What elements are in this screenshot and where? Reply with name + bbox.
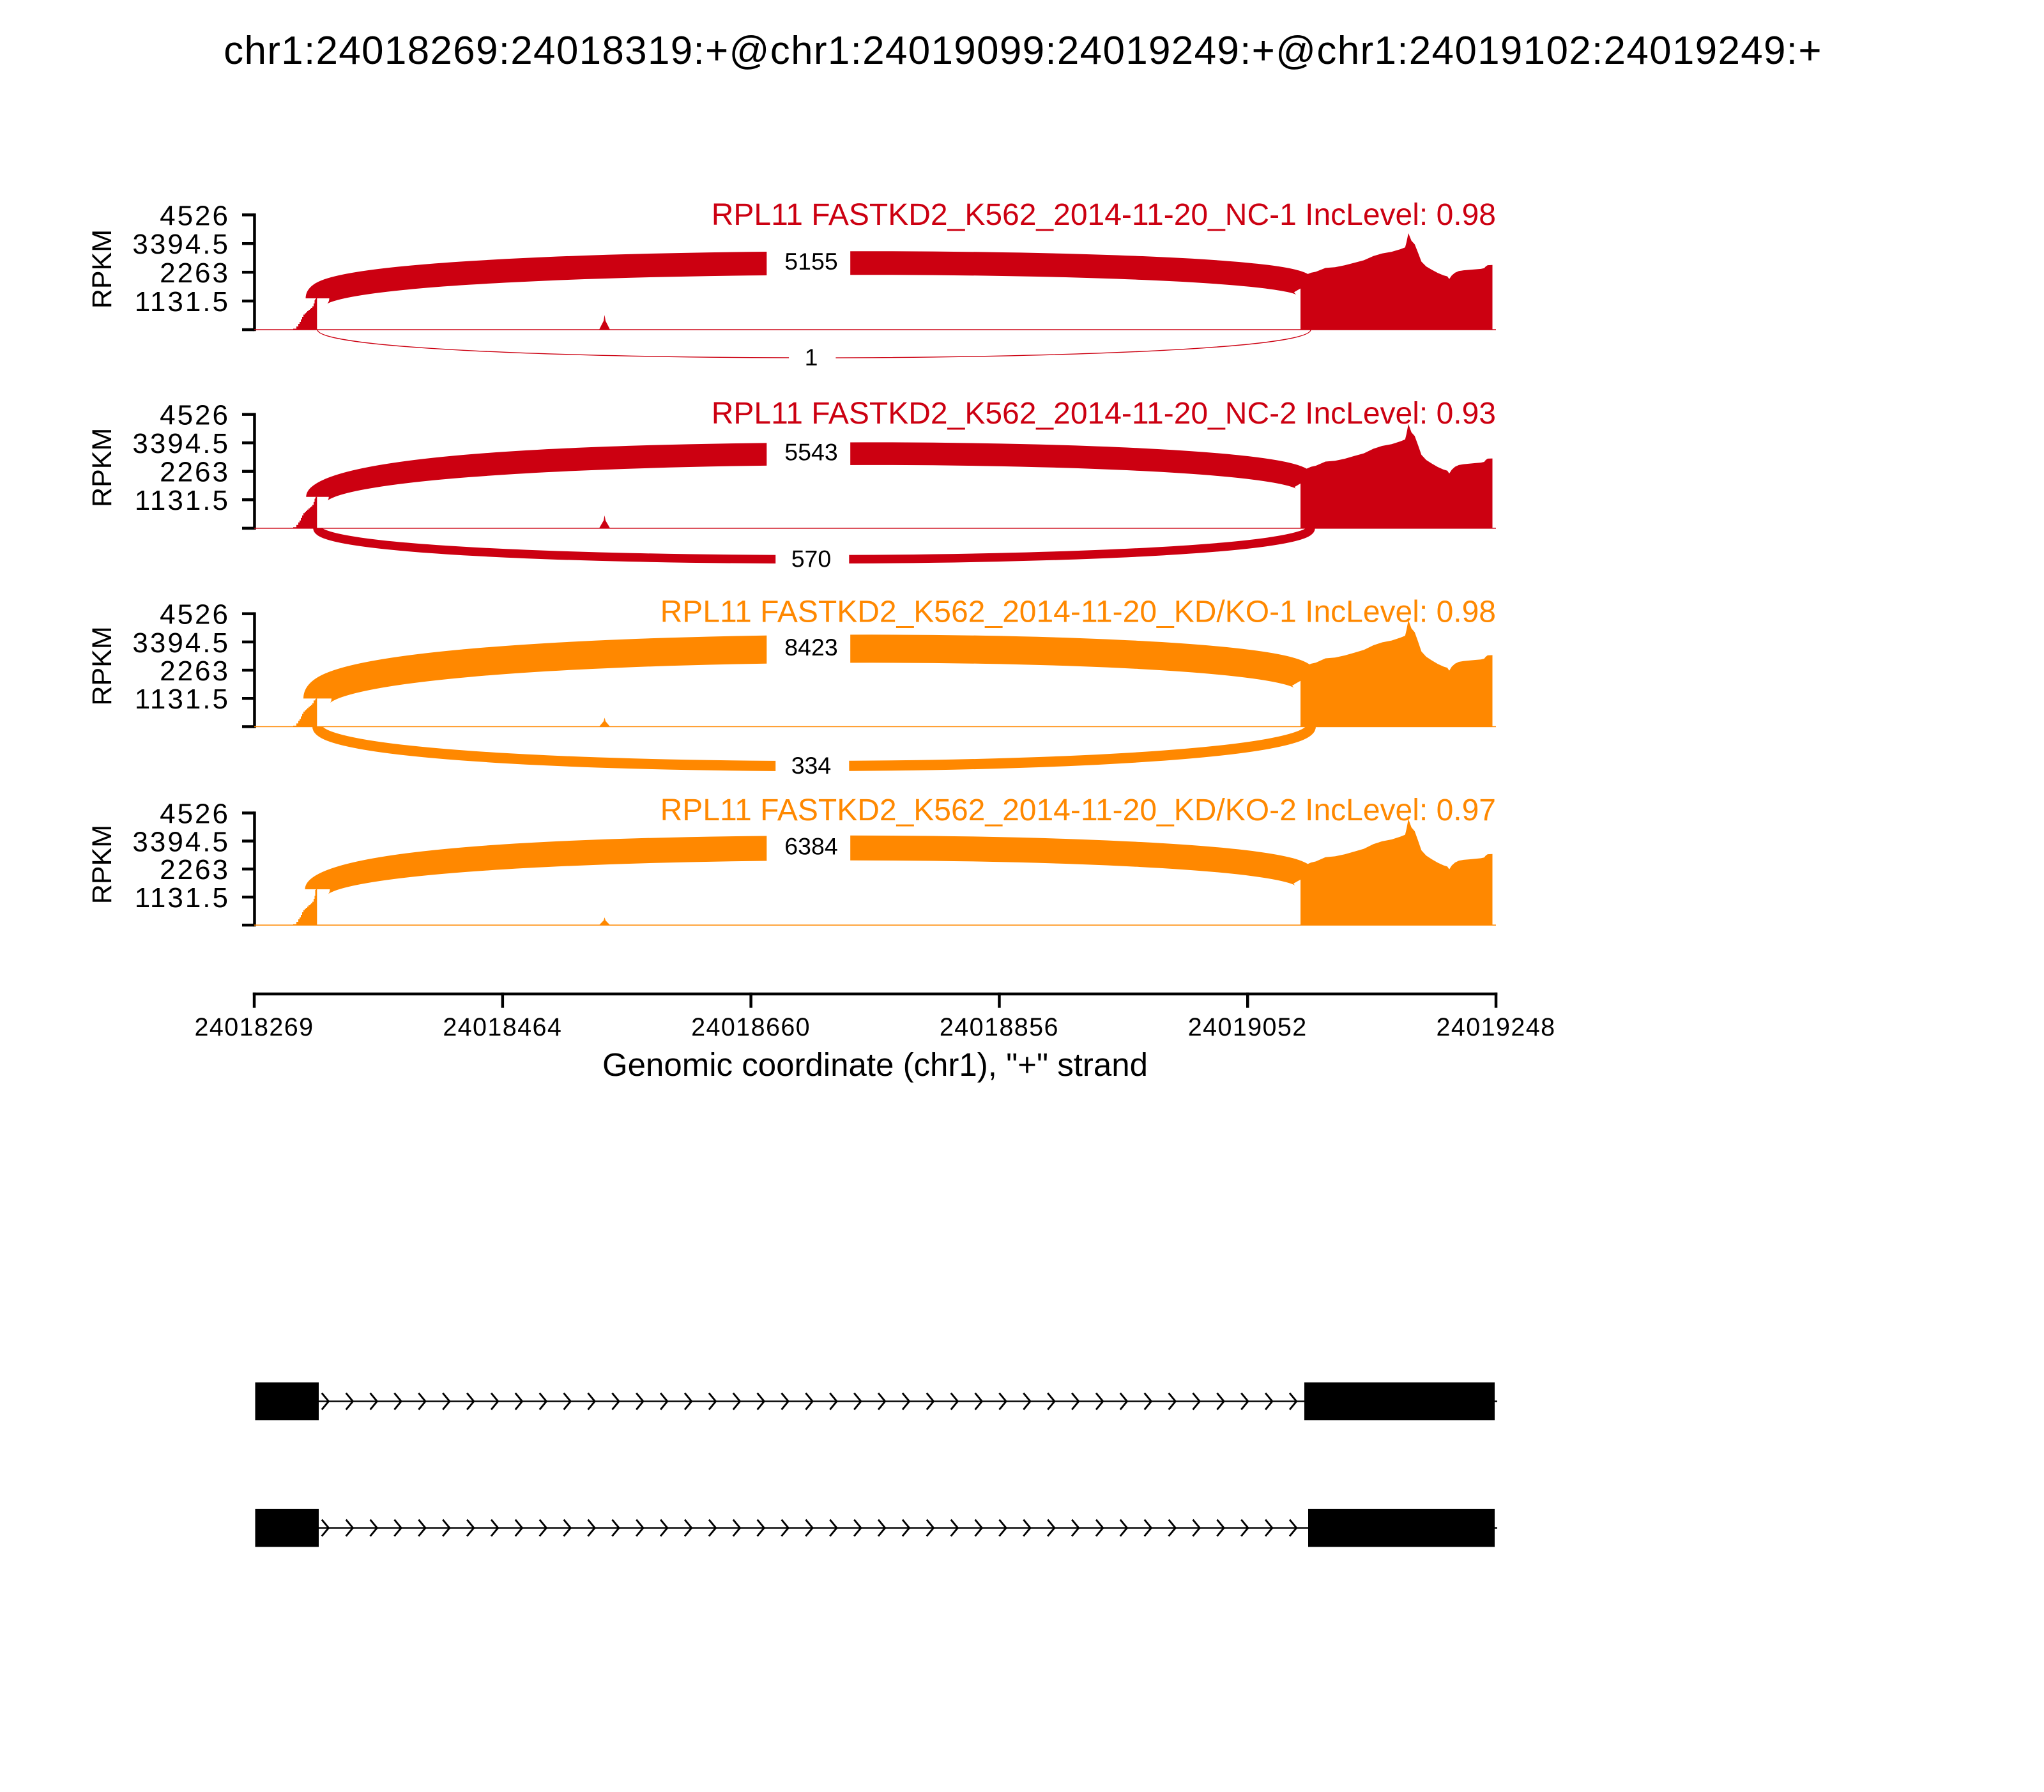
svg-text:1131.5: 1131.5 [135,286,230,318]
svg-text:5543: 5543 [784,439,837,466]
svg-text:2263: 2263 [160,854,230,885]
svg-text:24019052: 24019052 [1188,1013,1308,1041]
svg-text:5155: 5155 [784,248,837,275]
svg-text:RPL11 FASTKD2_K562_2014-11-20_: RPL11 FASTKD2_K562_2014-11-20_KD/KO-1 In… [660,595,1496,629]
svg-text:1131.5: 1131.5 [135,684,230,715]
svg-text:RPKM: RPKM [87,825,118,904]
svg-text:2263: 2263 [160,655,230,687]
svg-text:24018464: 24018464 [443,1013,562,1041]
svg-text:RPL11 FASTKD2_K562_2014-11-20_: RPL11 FASTKD2_K562_2014-11-20_NC-2 IncLe… [712,397,1496,431]
svg-text:4526: 4526 [160,799,230,830]
svg-text:4526: 4526 [160,400,230,431]
svg-text:1131.5: 1131.5 [135,882,230,914]
svg-text:RPKM: RPKM [87,428,118,507]
svg-text:24018269: 24018269 [195,1013,314,1041]
svg-text:3394.5: 3394.5 [132,826,230,857]
svg-text:4526: 4526 [160,200,230,231]
svg-text:RPKM: RPKM [87,229,118,309]
svg-text:24019248: 24019248 [1437,1013,1556,1041]
svg-text:chr1:24018269:24018319:+@chr1:: chr1:24018269:24018319:+@chr1:24019099:2… [224,29,1822,73]
svg-text:6384: 6384 [784,833,837,860]
svg-text:3394.5: 3394.5 [132,229,230,260]
svg-text:RPL11 FASTKD2_K562_2014-11-20_: RPL11 FASTKD2_K562_2014-11-20_KD/KO-2 In… [660,793,1496,827]
svg-text:334: 334 [791,752,832,779]
svg-text:4526: 4526 [160,599,230,631]
svg-text:3394.5: 3394.5 [132,627,230,659]
svg-text:24018856: 24018856 [940,1013,1059,1041]
svg-text:Genomic coordinate (chr1), "+": Genomic coordinate (chr1), "+" strand [602,1046,1148,1083]
svg-text:1131.5: 1131.5 [135,485,230,516]
svg-text:3394.5: 3394.5 [132,428,230,459]
svg-text:2263: 2263 [160,257,230,289]
svg-text:RPL11 FASTKD2_K562_2014-11-20_: RPL11 FASTKD2_K562_2014-11-20_NC-1 IncLe… [712,198,1496,232]
svg-text:RPKM: RPKM [87,626,118,705]
svg-text:24018660: 24018660 [691,1013,811,1041]
svg-text:2263: 2263 [160,457,230,488]
svg-text:570: 570 [791,546,832,572]
svg-text:1: 1 [805,344,818,371]
svg-text:8423: 8423 [784,634,837,661]
